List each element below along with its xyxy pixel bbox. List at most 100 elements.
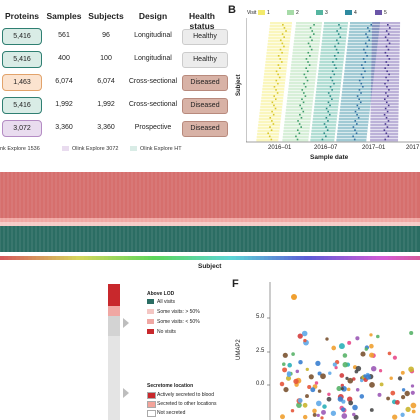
- lod-label: All visits: [157, 298, 176, 305]
- visit-band-segment: [320, 52, 345, 55]
- subject-color-cell: [64, 256, 68, 260]
- visit-point: [271, 101, 274, 104]
- visit-point: [327, 101, 330, 104]
- visit-band-segment: [370, 109, 399, 112]
- subject-color-cell: [388, 256, 392, 260]
- subject-color-cell: [124, 256, 128, 260]
- lod-label: No visits: [157, 328, 176, 335]
- subject-color-cell: [364, 256, 368, 260]
- visit-point: [385, 92, 387, 94]
- visit-point: [385, 76, 387, 79]
- umap-point: [365, 374, 371, 380]
- visit-band-segment: [347, 46, 378, 49]
- umap-point: [328, 371, 332, 375]
- visit-point: [321, 138, 324, 141]
- subject-color-cell: [240, 256, 244, 260]
- visit-point: [386, 126, 389, 128]
- visit-label-3: 3: [325, 10, 328, 16]
- visit-point: [296, 138, 299, 141]
- visit-band-segment: [370, 112, 399, 115]
- subject-color-cell: [144, 256, 148, 260]
- visit-band-segment: [323, 28, 348, 31]
- visit-band-segment: [349, 25, 380, 28]
- subject-color-cell: [180, 256, 184, 260]
- header-health-status: Health status: [189, 11, 215, 31]
- visit-band-segment: [295, 28, 322, 31]
- visit-point: [283, 27, 286, 29]
- visit-band-segment: [372, 25, 401, 28]
- visit-point: [367, 27, 369, 29]
- subject-color-cell: [184, 256, 188, 260]
- visit-swatch-4: [345, 10, 352, 15]
- header-design: Design: [138, 11, 168, 21]
- umap-point: [308, 374, 314, 380]
- visit-point: [299, 104, 301, 107]
- visit-band-segment: [343, 82, 373, 85]
- visit-point: [365, 33, 367, 35]
- visit-point: [307, 42, 310, 45]
- visit-band-segment: [285, 115, 312, 118]
- y-axis-label-umap2: UMAP2: [236, 339, 242, 360]
- visit-point: [386, 70, 388, 73]
- umap-point: [364, 347, 369, 351]
- visit-band-segment: [313, 115, 338, 118]
- visit-swatch-1: [258, 10, 265, 15]
- visit-point: [337, 51, 339, 54]
- visit-point: [273, 86, 276, 88]
- visit-band-segment: [348, 34, 379, 37]
- visit-point: [305, 67, 307, 69]
- subject-color-cell: [212, 256, 216, 260]
- visit-band-segment: [311, 130, 336, 133]
- visit-band-segment: [337, 127, 368, 130]
- visit-band-segment: [266, 55, 289, 58]
- visit-band-segment: [371, 37, 400, 40]
- visit-point: [356, 95, 359, 97]
- subject-color-cell: [112, 256, 116, 260]
- visit-band-segment: [260, 106, 283, 109]
- visit-band-segment: [261, 91, 284, 94]
- visit-band-segment: [284, 124, 311, 127]
- visit-plot: [246, 18, 420, 143]
- subject-color-cell: [372, 256, 376, 260]
- visit-point: [269, 117, 272, 119]
- platform-legend: nk Explore 1536 Olink Explore 3072 Olink…: [0, 144, 226, 154]
- visit-point: [388, 89, 390, 91]
- secretome-swatch: [147, 410, 156, 417]
- subject-color-cell: [292, 256, 296, 260]
- panel-letter-f: F: [232, 278, 239, 290]
- visit-point: [358, 89, 361, 91]
- visit-point: [358, 79, 361, 82]
- visit-point: [362, 86, 364, 88]
- subject-color-cell: [132, 256, 136, 260]
- subject-color-cell: [252, 256, 256, 260]
- subject-color-cell: [220, 256, 224, 260]
- subject-color-cell: [216, 256, 220, 260]
- subject-color-cell: [88, 256, 92, 260]
- visit-point: [326, 129, 329, 131]
- visit-point: [307, 61, 309, 63]
- visit-band-segment: [259, 109, 282, 112]
- umap-point: [293, 378, 299, 385]
- visit-point: [387, 48, 390, 51]
- subject-color-cell: [312, 256, 316, 260]
- subject-color-cell: [320, 256, 324, 260]
- umap-point: [339, 373, 345, 378]
- umap-point: [320, 373, 326, 380]
- visit-point: [270, 129, 273, 131]
- visit-band-segment: [260, 103, 283, 106]
- visit-band-segment: [291, 64, 318, 67]
- visit-point: [383, 98, 386, 100]
- subject-color-cell: [172, 256, 176, 260]
- visit-point: [302, 110, 305, 113]
- umap-point: [291, 294, 297, 300]
- visit-point: [359, 101, 362, 104]
- subject-color-cell: [304, 256, 308, 260]
- subject-color-cell: [268, 256, 272, 260]
- umap-point: [297, 398, 303, 404]
- umap-point: [282, 352, 288, 358]
- visit-point: [386, 55, 389, 57]
- visit-band-segment: [341, 97, 372, 100]
- visit-point: [357, 117, 360, 119]
- visit-band-segment: [291, 61, 318, 64]
- visit-point: [329, 86, 332, 88]
